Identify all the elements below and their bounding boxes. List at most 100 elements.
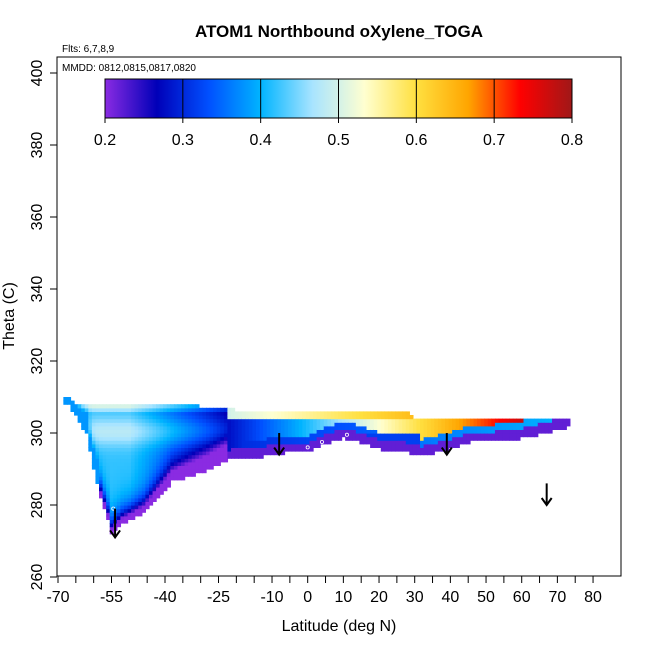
- heatmap-cell: [213, 422, 218, 427]
- heatmap-cell: [120, 443, 125, 448]
- heatmap-cell: [166, 415, 171, 420]
- colorbar-tick-label: 0.2: [94, 132, 116, 149]
- heatmap-cell: [469, 429, 475, 434]
- colorbar-tick-label: 0.3: [172, 132, 194, 149]
- heatmap-cell: [113, 479, 118, 484]
- heatmap-cell: [102, 479, 107, 484]
- flights-label: Flts: 6,7,8,9: [62, 44, 115, 55]
- heatmap-cell: [138, 501, 143, 506]
- heatmap-cell: [109, 472, 114, 477]
- heatmap-cell: [266, 415, 271, 420]
- heatmap-cell: [116, 523, 122, 528]
- heatmap-cell: [120, 501, 125, 506]
- heatmap-cell: [113, 443, 118, 448]
- heatmap-cell: [109, 418, 114, 423]
- heatmap-cell: [177, 407, 182, 412]
- x-tick-label: 70: [548, 589, 566, 606]
- heatmap-cell: [216, 418, 221, 423]
- heatmap-cell: [134, 512, 139, 517]
- heatmap-cell: [138, 508, 143, 513]
- heatmap-cell: [91, 425, 97, 430]
- heatmap-cell: [120, 512, 125, 517]
- heatmap-cell: [206, 415, 211, 420]
- heatmap-cell: [177, 443, 182, 448]
- heatmap-cell: [95, 476, 100, 481]
- heatmap-cell: [309, 415, 314, 420]
- heatmap-cell: [352, 415, 357, 420]
- heatmap-cell: [202, 418, 207, 423]
- heatmap-cell: [323, 418, 328, 423]
- heatmap-cell: [377, 436, 382, 441]
- heatmap-cell: [295, 422, 300, 427]
- heatmap-cell: [366, 425, 371, 430]
- y-tick-label: 280: [29, 492, 46, 519]
- heatmap-cell: [527, 418, 532, 423]
- heatmap-cell: [231, 418, 236, 423]
- heatmap-cell: [316, 433, 321, 438]
- heatmap-cell: [270, 443, 275, 448]
- heatmap-cell: [516, 429, 521, 434]
- heatmap-cell: [127, 451, 132, 456]
- heatmap-cell: [202, 411, 207, 416]
- heatmap-cell: [134, 429, 139, 434]
- heatmap-cell: [213, 415, 218, 420]
- heatmap-cell: [384, 411, 389, 416]
- heatmap-cell: [216, 415, 221, 420]
- heatmap-cell: [166, 461, 171, 466]
- heatmap-cell: [452, 418, 457, 423]
- heatmap-cell: [409, 451, 414, 456]
- heatmap-cell: [131, 443, 136, 448]
- heatmap-cell: [302, 440, 307, 445]
- heatmap-cell: [359, 433, 364, 438]
- heatmap-cell: [291, 411, 296, 416]
- heatmap-cell: [430, 425, 435, 430]
- heatmap-cell: [395, 418, 400, 423]
- heatmap-cell: [156, 436, 161, 441]
- flight-arrow: [440, 433, 453, 457]
- heatmap-cell: [562, 422, 567, 427]
- heatmap-cell: [445, 418, 450, 423]
- heatmap-cell: [423, 451, 428, 456]
- heatmap-cell: [519, 422, 525, 427]
- heatmap-cell: [163, 461, 168, 466]
- heatmap-cell: [134, 454, 139, 459]
- heatmap-cell: [227, 454, 232, 459]
- heatmap-cell: [145, 490, 150, 495]
- heatmap-cell: [113, 425, 118, 430]
- heatmap-cell: [505, 433, 510, 438]
- heatmap-cell: [366, 411, 371, 416]
- x-tick-label: -25: [207, 589, 230, 606]
- heatmap-cell: [252, 436, 257, 441]
- heatmap-cell: [223, 454, 229, 459]
- heatmap-cell: [99, 469, 104, 474]
- heatmap-cell: [123, 461, 129, 466]
- heatmap-cell: [252, 443, 257, 448]
- heatmap-cell: [466, 425, 471, 430]
- heatmap-cell: [380, 429, 385, 434]
- heatmap-cell: [120, 447, 125, 452]
- heatmap-cell: [206, 458, 211, 463]
- heatmap-cell: [305, 418, 311, 423]
- heatmap-cell: [238, 451, 243, 456]
- heatmap-cell: [116, 483, 122, 488]
- heatmap-cell: [377, 433, 382, 438]
- heatmap-cell: [241, 433, 246, 438]
- heatmap-cell: [173, 407, 179, 412]
- heatmap-cell: [141, 483, 146, 488]
- heatmap-cell: [377, 415, 382, 420]
- heatmap-cell: [441, 429, 446, 434]
- heatmap-cell: [220, 418, 225, 423]
- heatmap-cell: [437, 433, 443, 438]
- heatmap-cell: [145, 469, 150, 474]
- heatmap-cell: [152, 476, 157, 481]
- heatmap-cell: [484, 425, 489, 430]
- heatmap-cell: [220, 433, 225, 438]
- heatmap-cell: [280, 418, 286, 423]
- heatmap-cell: [338, 411, 343, 416]
- heatmap-cell: [288, 411, 293, 416]
- heatmap-cell: [74, 411, 79, 416]
- heatmap-cell: [163, 465, 168, 470]
- heatmap-cell: [206, 425, 211, 430]
- heatmap-cell: [334, 425, 339, 430]
